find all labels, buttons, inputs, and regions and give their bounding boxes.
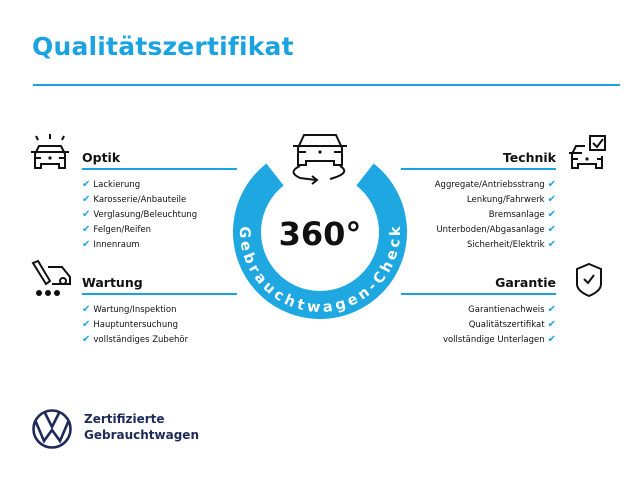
list-item: Sicherheit/Elektrik ✔ — [467, 239, 556, 250]
section-garantie: Garantie Garantienachweis ✔ Qualitätszert… — [401, 274, 556, 347]
list-item: Garantienachweis ✔ — [468, 304, 556, 315]
section-underline — [82, 168, 237, 170]
car-lights-icon — [31, 134, 69, 169]
degrees-label: 360° — [279, 215, 362, 253]
check-icon: ✔ — [82, 239, 91, 250]
section-underline — [401, 293, 556, 295]
section-underline — [401, 168, 556, 170]
list-item: Lenkung/Fahrwerk ✔ — [466, 194, 556, 205]
list-item: ✔ Felgen/Reifen — [82, 224, 152, 235]
check-icon: ✔ — [82, 304, 91, 315]
check-icon: ✔ — [82, 319, 91, 330]
list-item: Bremsanlage ✔ — [488, 209, 556, 220]
list-item: Unterboden/Abgasanlage ✔ — [436, 224, 556, 235]
list-item: vollständige Unterlagen ✔ — [442, 334, 556, 345]
list-item: ✔ vollständiges Zubehör — [82, 334, 189, 345]
section-underline — [82, 293, 237, 295]
section-heading: Wartung — [82, 275, 143, 290]
check-icon: ✔ — [82, 179, 91, 190]
check-icon: ✔ — [547, 334, 556, 345]
check-icon: ✔ — [547, 239, 556, 250]
list-item: ✔ Hauptuntersuchung — [82, 319, 178, 330]
title-divider — [33, 84, 620, 86]
car-rotate-icon — [292, 134, 347, 185]
shield-check-icon — [576, 262, 602, 298]
list-item: ✔ Wartung/Inspektion — [82, 304, 177, 315]
vw-logo — [32, 409, 72, 449]
page-title: Qualitätszertifikat — [32, 32, 294, 61]
check-icon: ✔ — [82, 194, 91, 205]
service-tools-icon — [31, 259, 71, 296]
section-heading: Optik — [82, 150, 121, 165]
list-item: ✔ Verglasung/Beleuchtung — [82, 209, 198, 220]
car-checkbox-icon — [569, 135, 606, 169]
check-icon: ✔ — [547, 304, 556, 315]
section-heading: Technik — [502, 150, 556, 165]
badge-ring — [233, 163, 407, 319]
check-icon: ✔ — [547, 209, 556, 220]
list-item: ✔ Lackierung — [82, 179, 141, 190]
list-item: Aggregate/Antriebsstrang ✔ — [434, 179, 556, 190]
list-item: ✔ Karosserie/Anbauteile — [82, 194, 187, 205]
check-icon: ✔ — [547, 194, 556, 205]
check-icon: ✔ — [547, 224, 556, 235]
list-item: ✔ Innenraum — [82, 239, 140, 250]
check-icon: ✔ — [82, 209, 91, 220]
section-technik: Technik Aggregate/Antriebsstrang ✔ Lenkun… — [401, 149, 556, 252]
list-item: Qualitätszertifikat ✔ — [468, 319, 556, 330]
section-optik: Optik ✔ Lackierung ✔ Karosserie/Anbauteile… — [82, 149, 237, 252]
check-icon: ✔ — [82, 224, 91, 235]
section-wartung: Wartung ✔ Wartung/Inspektion ✔ Hauptunters… — [82, 274, 237, 347]
check-icon: ✔ — [547, 179, 556, 190]
brand-text: Zertifizierte Gebrauchtwagen — [84, 412, 199, 442]
section-heading: Garantie — [495, 275, 556, 290]
check-icon: ✔ — [82, 334, 91, 345]
check-icon: ✔ — [547, 319, 556, 330]
